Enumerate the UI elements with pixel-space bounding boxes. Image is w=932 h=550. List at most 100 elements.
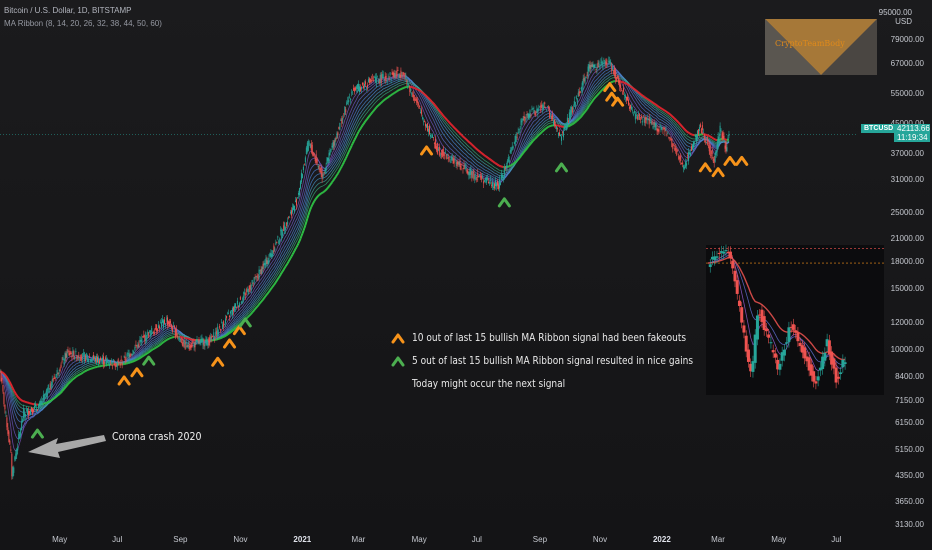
candle-body: [246, 289, 248, 291]
inset-candle-body: [713, 256, 717, 260]
candle-body: [6, 417, 8, 428]
candle-body: [86, 353, 88, 357]
ma-60-segment: [630, 86, 634, 89]
candle-body: [90, 359, 92, 362]
fakeout-signal-chevron: [735, 155, 749, 166]
ma-60-segment: [231, 329, 235, 332]
candle-body: [201, 338, 203, 340]
candle-body: [436, 143, 438, 154]
candle-body: [1, 378, 3, 384]
candle-body: [706, 137, 708, 145]
ma-60-segment: [228, 331, 232, 334]
ma-60-segment: [283, 265, 287, 269]
ma-60-segment: [453, 126, 456, 130]
ma-60-segment: [373, 108, 377, 111]
candle-body: [123, 355, 125, 357]
candle-body: [540, 104, 542, 112]
candle-body: [260, 269, 262, 275]
candle-body: [296, 198, 298, 206]
candle-body: [645, 117, 647, 120]
ma-60-segment: [160, 342, 164, 345]
candle-body: [362, 82, 364, 85]
candle-body: [692, 141, 694, 148]
candle-body: [152, 332, 154, 334]
candle-body: [56, 370, 58, 375]
candle-body: [218, 332, 220, 335]
candle-body: [114, 365, 116, 368]
candle-body: [576, 98, 578, 102]
ma-60-segment: [253, 308, 256, 311]
candle-body: [323, 172, 325, 173]
ma-ribbon-line-50: [0, 77, 730, 409]
candle-body: [292, 207, 294, 213]
candle-body: [324, 168, 326, 174]
price-tick-label: 18000.00: [890, 257, 924, 267]
ma-60-segment: [516, 158, 519, 162]
candle-body: [567, 120, 569, 123]
symbol-title[interactable]: Bitcoin / U.S. Dollar, 1D, BITSTAMP: [4, 6, 132, 15]
logo-triangle-icon: [765, 19, 877, 75]
candle-body: [189, 345, 191, 350]
candle-body: [537, 108, 539, 114]
ma-60-segment: [426, 96, 430, 99]
ma-60-segment: [456, 129, 459, 133]
ma-60-segment: [75, 375, 78, 378]
candle-body: [231, 308, 233, 316]
candle-body: [38, 402, 40, 407]
indicator-title[interactable]: MA Ribbon (8, 14, 20, 26, 32, 38, 44, 50…: [4, 19, 162, 28]
candle-body: [305, 147, 307, 155]
ma-60-segment: [369, 112, 373, 116]
candle-body: [355, 87, 357, 91]
candle-body: [665, 129, 667, 131]
candle-body: [174, 328, 176, 338]
ma-60-segment: [581, 113, 584, 117]
price-tick-label: 45000.00: [891, 119, 924, 128]
candle-body: [566, 117, 568, 128]
candle-body: [116, 363, 118, 368]
ma-60-segment: [158, 343, 162, 347]
candle-body: [609, 60, 611, 64]
inset-candle-body: [807, 357, 811, 371]
candle-body: [503, 166, 505, 177]
ma-60-segment: [445, 118, 448, 121]
price-tick-label: 79000.00: [890, 34, 924, 44]
candle-body: [350, 98, 352, 101]
candle-body: [611, 65, 613, 71]
candle-body: [156, 324, 158, 332]
candle-body: [430, 136, 432, 138]
ma-60-segment: [270, 287, 273, 290]
candle-body: [365, 87, 367, 88]
candle-body: [118, 361, 120, 363]
candle-body: [376, 76, 378, 78]
ma-60-segment: [473, 145, 476, 149]
candle-body: [105, 358, 107, 364]
ma-60-segment: [377, 103, 380, 107]
candle-body: [265, 257, 267, 267]
ma-60-segment: [444, 117, 448, 120]
ma-60-segment: [470, 142, 473, 146]
candle-body: [113, 364, 115, 366]
candle-body: [445, 154, 447, 159]
ma-60-segment: [670, 114, 673, 117]
ma-60-segment: [586, 106, 589, 110]
ma-60-segment: [583, 111, 586, 114]
candle-body: [43, 393, 45, 400]
ma-60-segment: [332, 178, 335, 182]
ma-60-segment: [590, 101, 593, 104]
ma-60-segment: [146, 352, 149, 355]
ma-60-segment: [154, 346, 157, 350]
ma-60-segment: [235, 325, 239, 329]
ma-60-segment: [546, 126, 549, 129]
ma-60-segment: [368, 114, 372, 117]
candle-body: [192, 341, 194, 344]
candle-body: [73, 351, 75, 359]
candle-body: [237, 305, 239, 307]
candle-body: [428, 128, 430, 132]
ma-60-segment: [644, 96, 647, 100]
ma-60-segment: [69, 380, 72, 383]
inset-candle-body: [771, 350, 775, 353]
candle-body: [654, 122, 656, 130]
candle-body: [221, 322, 223, 324]
ma-60-segment: [142, 354, 145, 357]
